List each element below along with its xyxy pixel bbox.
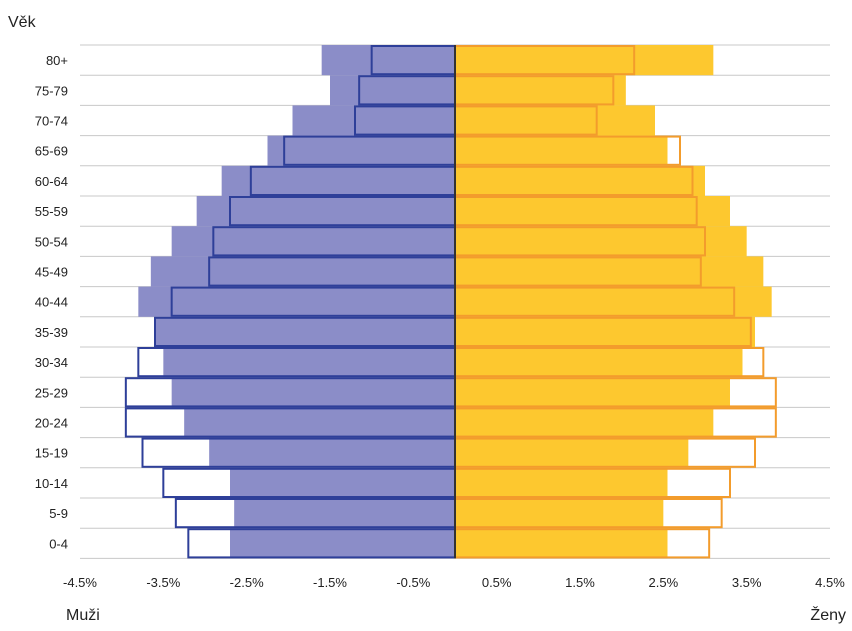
female-filled-bar-20-24 (455, 407, 714, 438)
female-filled-bar-15-19 (455, 437, 689, 468)
x-tick-label: 1.5% (565, 575, 595, 590)
y-tick-labels: 0-4 5-9 10-14 15-19 20-24 25-29 30-34 35-39 40-4… (35, 53, 68, 551)
male-filled-bar-0-4 (230, 528, 455, 559)
y-tick-label: 20-24 (35, 416, 68, 431)
y-tick-label: 65-69 (35, 144, 68, 159)
male-filled-bar-65-69 (267, 135, 455, 166)
y-tick-label: 40-44 (35, 295, 68, 310)
female-filled-bar-10-14 (455, 467, 668, 498)
male-filled-bar-45-49 (150, 256, 456, 287)
y-tick-label: 45-49 (35, 265, 68, 280)
x-tick-label: -1.5% (313, 575, 347, 590)
male-filled-bar-35-39 (155, 316, 455, 347)
female-filled-bar-80+ (455, 45, 714, 76)
x-tick-label: 3.5% (732, 575, 762, 590)
male-filled-bar-5-9 (234, 498, 455, 529)
male-filled-bar-75-79 (330, 75, 455, 106)
male-filled-bar-55-59 (196, 196, 455, 227)
female-filled-bar-75-79 (455, 75, 626, 106)
y-tick-label: 80+ (46, 53, 68, 68)
female-filled-bar-50-54 (455, 226, 747, 257)
y-tick-label: 30-34 (35, 355, 68, 370)
male-filled-bar-70-74 (292, 105, 455, 136)
male-filled-bar-30-34 (163, 347, 456, 378)
male-filled-bar-10-14 (230, 467, 455, 498)
female-filled-bar-5-9 (455, 498, 664, 529)
y-axis-title: Věk (8, 14, 37, 31)
x-tick-label: -3.5% (146, 575, 180, 590)
y-tick-label: 55-59 (35, 204, 68, 219)
male-filled-bar-40-44 (138, 286, 456, 317)
female-filled-bar-30-34 (455, 347, 743, 378)
male-label: Muži (66, 607, 100, 624)
x-tick-label: -0.5% (396, 575, 430, 590)
female-filled-bar-25-29 (455, 377, 730, 408)
male-filled-bar-20-24 (184, 407, 455, 438)
female-label: Ženy (810, 605, 846, 624)
y-tick-label: 70-74 (35, 114, 68, 129)
y-tick-label: 25-29 (35, 385, 68, 400)
female-filled-bar-55-59 (455, 196, 730, 227)
male-filled-bar-60-64 (221, 165, 455, 196)
x-tick-label: -4.5% (63, 575, 97, 590)
female-filled-bar-35-39 (455, 316, 755, 347)
y-tick-label: 60-64 (35, 174, 68, 189)
x-tick-label: 0.5% (482, 575, 512, 590)
y-tick-label: 0-4 (49, 536, 68, 551)
y-tick-label: 50-54 (35, 234, 68, 249)
female-filled-bar-40-44 (455, 286, 772, 317)
y-tick-label: 15-19 (35, 446, 68, 461)
x-tick-label: -2.5% (230, 575, 264, 590)
male-filled-bar-15-19 (209, 437, 455, 468)
female-filled-bar-70-74 (455, 105, 655, 136)
bars (138, 45, 772, 559)
female-filled-bar-60-64 (455, 165, 705, 196)
x-tick-labels: -4.5% -3.5% -2.5% -1.5% -0.5% 0.5% 1.5% 2.5% 3.5… (63, 575, 845, 590)
male-filled-bar-50-54 (171, 226, 455, 257)
y-tick-label: 5-9 (49, 506, 68, 521)
female-filled-bar-65-69 (455, 135, 668, 166)
y-tick-label: 75-79 (35, 83, 68, 98)
male-filled-bar-80+ (321, 45, 455, 76)
female-filled-bar-0-4 (455, 528, 668, 559)
x-tick-label: 4.5% (815, 575, 845, 590)
y-tick-label: 10-14 (35, 476, 68, 491)
y-tick-label: 35-39 (35, 325, 68, 340)
male-filled-bar-25-29 (171, 377, 455, 408)
x-tick-label: 2.5% (649, 575, 679, 590)
female-filled-bar-45-49 (455, 256, 764, 287)
